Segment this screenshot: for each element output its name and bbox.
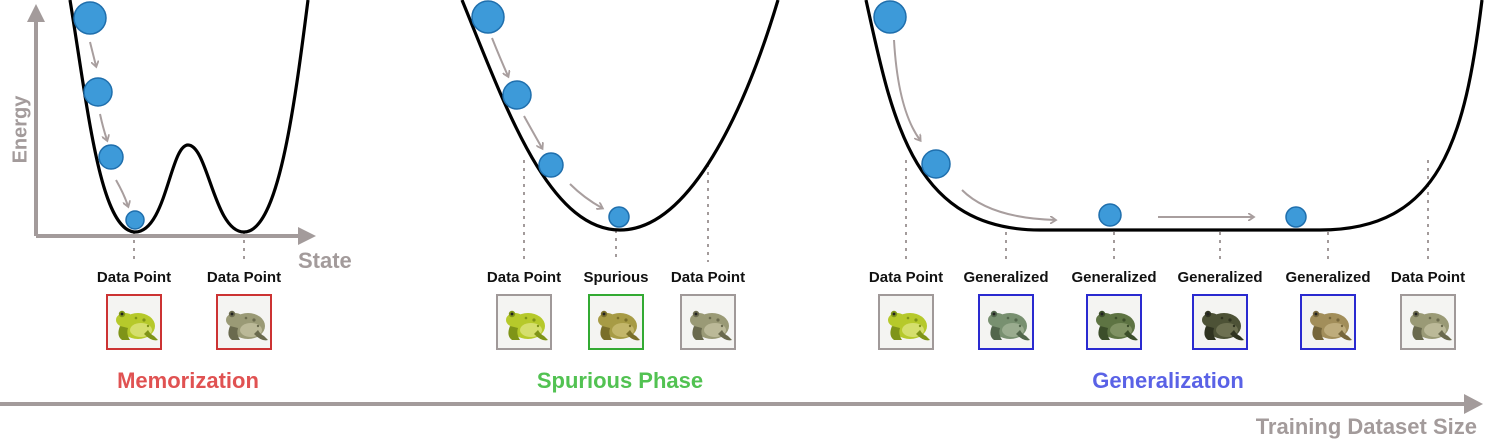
frog-icon bbox=[108, 296, 160, 348]
spur-arrow-2 bbox=[523, 115, 542, 148]
frog-icon bbox=[498, 296, 550, 348]
phase-title-memorization: Memorization bbox=[117, 368, 259, 393]
frog-icon bbox=[1302, 296, 1354, 348]
ball bbox=[608, 206, 630, 228]
label-generalized: Generalized bbox=[1071, 269, 1157, 286]
phase-title-generalization: Generalization bbox=[1092, 368, 1244, 393]
label-data-point: Data Point bbox=[486, 269, 562, 286]
balls bbox=[73, 0, 1307, 230]
energy-curves bbox=[68, 0, 1484, 234]
memorization-curve bbox=[68, 0, 310, 234]
frog-icon bbox=[1402, 296, 1454, 348]
ball bbox=[873, 0, 907, 34]
frog-icon bbox=[880, 296, 932, 348]
frog-image-thumbnail bbox=[588, 294, 644, 350]
label-data-point: Data Point bbox=[96, 269, 172, 286]
energy-axis-arrowhead bbox=[27, 4, 45, 22]
frog-image-thumbnail bbox=[216, 294, 272, 350]
state-axis-label: State bbox=[298, 248, 352, 273]
frog-image-thumbnail bbox=[1400, 294, 1456, 350]
dataset-size-axis bbox=[0, 394, 1483, 414]
mem-arrow-3 bbox=[115, 179, 128, 206]
frog-icon bbox=[218, 296, 270, 348]
ball bbox=[502, 80, 532, 110]
frog-icon bbox=[682, 296, 734, 348]
dataset-axis-label: Training Dataset Size bbox=[1255, 414, 1477, 439]
ball bbox=[1285, 206, 1307, 228]
ball bbox=[98, 144, 124, 170]
frog-icon bbox=[1088, 296, 1140, 348]
phase-title-spurious: Spurious Phase bbox=[536, 368, 704, 393]
state-axis-arrowhead bbox=[298, 227, 316, 245]
frog-image-thumbnail bbox=[978, 294, 1034, 350]
label-data-point: Data Point bbox=[1390, 269, 1466, 286]
memorization-axes bbox=[27, 4, 316, 245]
spurious-curve bbox=[460, 0, 780, 232]
frog-image-thumbnail bbox=[1086, 294, 1142, 350]
frog-icon bbox=[1194, 296, 1246, 348]
label-generalized: Generalized bbox=[1177, 269, 1263, 286]
generalization-curve bbox=[864, 0, 1484, 232]
frog-image-thumbnail bbox=[1300, 294, 1356, 350]
ball bbox=[921, 149, 951, 179]
label-data-point: Data Point bbox=[206, 269, 282, 286]
label-generalized: Generalized bbox=[1285, 269, 1371, 286]
label-generalized: Generalized bbox=[963, 269, 1049, 286]
spur-arrow-3 bbox=[569, 183, 602, 208]
energy-axis-label: Energy bbox=[9, 95, 32, 164]
ball bbox=[83, 77, 113, 107]
dotted-connectors bbox=[133, 160, 1429, 262]
trajectory-arrows bbox=[89, 37, 1253, 220]
ball bbox=[125, 210, 145, 230]
ball bbox=[471, 0, 505, 34]
frog-image-thumbnail bbox=[106, 294, 162, 350]
mem-arrow-1 bbox=[89, 41, 96, 66]
frog-image-thumbnail bbox=[878, 294, 934, 350]
frog-icon bbox=[980, 296, 1032, 348]
gen-arrow-1 bbox=[893, 39, 920, 140]
frog-image-thumbnail bbox=[1192, 294, 1248, 350]
label-spurious: Spurious bbox=[583, 269, 649, 286]
ball bbox=[73, 1, 107, 35]
label-data-point: Data Point bbox=[868, 269, 944, 286]
frog-image-thumbnail bbox=[680, 294, 736, 350]
frog-icon bbox=[590, 296, 642, 348]
ball bbox=[1098, 203, 1122, 227]
dataset-axis-arrowhead bbox=[1464, 394, 1483, 414]
gen-arrow-2 bbox=[961, 189, 1055, 220]
ball bbox=[538, 152, 564, 178]
spur-arrow-1 bbox=[491, 37, 508, 76]
label-data-point: Data Point bbox=[670, 269, 746, 286]
mem-arrow-2 bbox=[99, 113, 107, 140]
frog-image-thumbnail bbox=[496, 294, 552, 350]
